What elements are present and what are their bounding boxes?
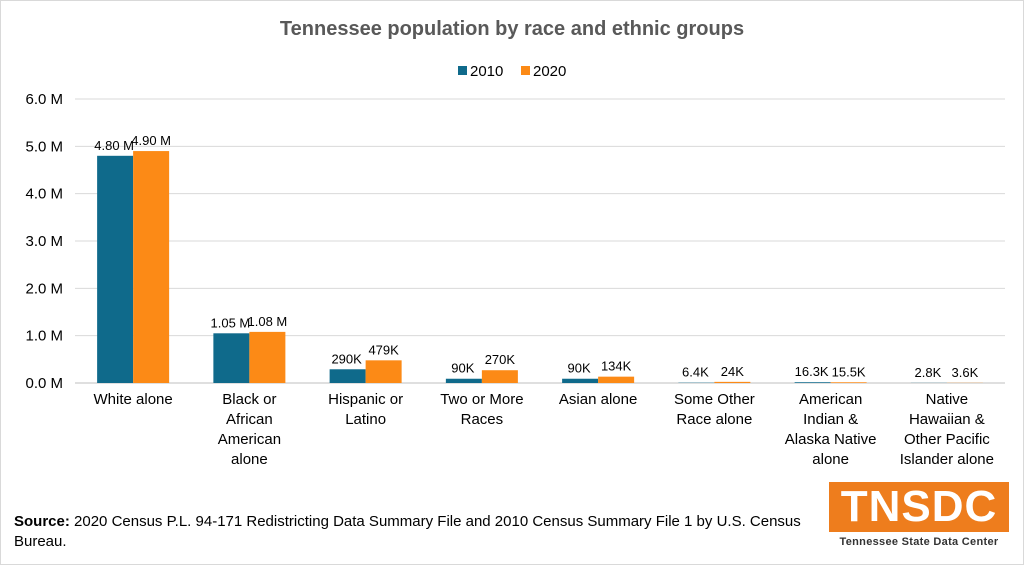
bar-2010-3	[445, 378, 482, 383]
source-label: Source:	[14, 513, 70, 530]
category-label-0: White alone	[94, 391, 173, 408]
category-label-line: Islander alone	[900, 451, 994, 468]
data-label-2020-4: 134K	[601, 359, 632, 374]
category-label-line: White alone	[94, 391, 173, 408]
legend-label-2010: 2010	[470, 63, 503, 80]
category-label-line: Other Pacific	[904, 431, 990, 448]
y-tick-label: 3.0 M	[25, 233, 63, 250]
category-label-line: Hispanic or	[328, 391, 403, 408]
bar-2010-4	[562, 378, 599, 383]
bar-2010-0	[97, 155, 134, 383]
data-label-2020-7: 3.6K	[952, 365, 979, 380]
category-labels: White alone Black or African American alone H…	[94, 391, 994, 468]
y-tick-label: 4.0 M	[25, 186, 63, 203]
category-label-1: Black or African American alone	[218, 391, 281, 468]
legend-swatch-2010	[458, 66, 467, 75]
bar-2020-6	[830, 382, 867, 383]
data-label-2010-2: 290K	[331, 351, 362, 366]
bar-2020-2	[365, 360, 402, 383]
legend: 2010 2020	[458, 63, 566, 80]
category-label-5: Some Other Race alone	[674, 391, 755, 428]
y-tick-label: 6.0 M	[25, 91, 63, 108]
bar-2020-5	[714, 381, 751, 383]
category-label-line: Black or	[222, 391, 276, 408]
data-labels: 4.80 M4.90 M 1.05 M1.08 M 290K 479K 90K 270K 9…	[94, 133, 978, 380]
data-label-2020-0: 4.90 M	[131, 133, 171, 148]
category-label-line: Two or More	[440, 391, 523, 408]
bar-2020-0	[133, 151, 170, 383]
category-label-line: Alaska Native	[785, 431, 877, 448]
data-label-2010-0: 4.80 M	[94, 138, 134, 153]
category-label-line: American	[799, 391, 862, 408]
source-text: 2020 Census P.L. 94-171 Redistricting Da…	[14, 513, 801, 550]
data-label-2010-3: 90K	[451, 361, 474, 376]
category-label-line: Some Other	[674, 391, 755, 408]
category-label-6: American Indian & Alaska Native alone	[785, 391, 877, 468]
tnsdc-logo: TNSDC Tennessee State Data Center	[829, 482, 1009, 548]
data-label-2020-1: 1.08 M	[248, 314, 288, 329]
bars	[97, 151, 983, 383]
category-label-4: Asian alone	[559, 391, 637, 408]
data-label-2010-6: 16.3K	[795, 364, 829, 379]
bar-2020-3	[481, 370, 518, 383]
category-label-line: Native	[926, 391, 969, 408]
data-label-2020-2: 479K	[368, 342, 399, 357]
category-label-line: African	[226, 411, 273, 428]
category-label-line: Asian alone	[559, 391, 637, 408]
category-label-2: Hispanic or Latino	[328, 391, 403, 428]
source-note: Source: 2020 Census P.L. 94-171 Redistri…	[14, 512, 804, 552]
legend-swatch-2020	[521, 66, 530, 75]
bar-2020-1	[249, 331, 286, 383]
y-tick-label: 2.0 M	[25, 280, 63, 297]
category-label-line: Hawaiian &	[909, 411, 985, 428]
data-label-2010-5: 6.4K	[682, 365, 709, 380]
category-label-line: American	[218, 431, 281, 448]
bar-2020-4	[598, 376, 635, 383]
legend-label-2020: 2020	[533, 63, 566, 80]
category-label-line: Latino	[345, 411, 386, 428]
y-tick-label: 5.0 M	[25, 138, 63, 155]
y-axis-ticks: 0.0 M 1.0 M 2.0 M 3.0 M 4.0 M 5.0 M 6.0 M	[25, 91, 63, 392]
category-label-line: Race alone	[676, 411, 752, 428]
bar-2010-6	[794, 382, 831, 383]
y-tick-label: 0.0 M	[25, 375, 63, 392]
data-label-2010-1: 1.05 M	[211, 315, 251, 330]
data-label-2020-6: 15.5K	[832, 364, 866, 379]
data-label-2010-4: 90K	[568, 361, 591, 376]
logo-mark: TNSDC	[829, 482, 1009, 532]
category-label-line: alone	[231, 451, 268, 468]
data-label-2010-7: 2.8K	[915, 365, 942, 380]
logo-subtitle: Tennessee State Data Center	[839, 536, 999, 548]
category-label-line: Indian &	[803, 411, 858, 428]
y-tick-label: 1.0 M	[25, 328, 63, 345]
category-label-3: Two or More Races	[440, 391, 523, 428]
category-label-7: Native Hawaiian & Other Pacific Islander al…	[900, 391, 994, 468]
category-label-line: alone	[812, 451, 849, 468]
data-label-2020-5: 24K	[721, 364, 744, 379]
bar-2010-1	[213, 333, 250, 383]
chart-title: Tennessee population by race and ethnic …	[280, 18, 744, 40]
data-label-2020-3: 270K	[485, 352, 516, 367]
category-label-line: Races	[461, 411, 504, 428]
bar-2010-2	[329, 369, 366, 383]
